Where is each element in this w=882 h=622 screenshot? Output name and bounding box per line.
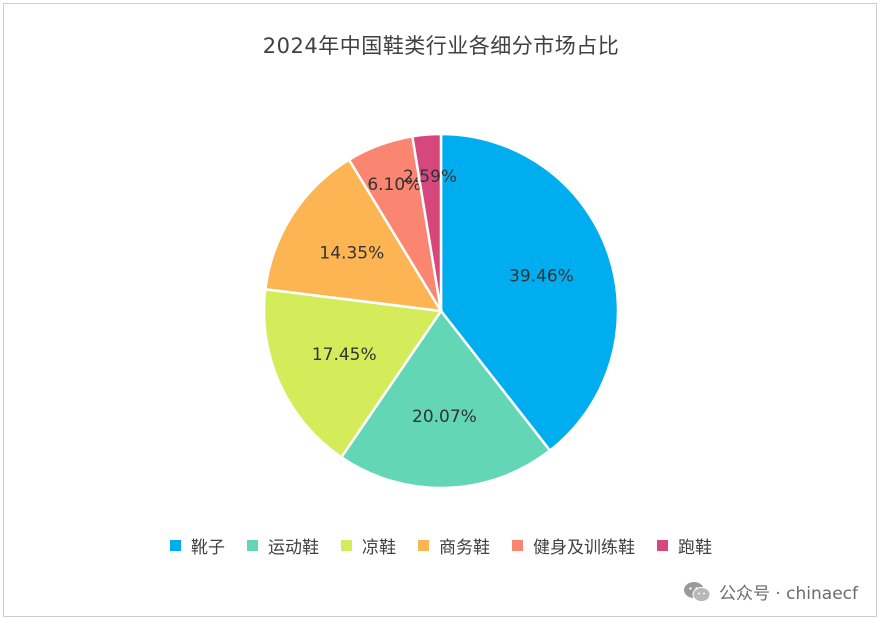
- legend-swatch-3: [341, 540, 352, 551]
- watermark-text: 公众号 · chinaecf: [718, 584, 858, 604]
- legend-swatch-1: [170, 540, 181, 551]
- pie-slice-2: [339, 308, 552, 490]
- legend-item-5: 健身及训练鞋: [512, 533, 635, 558]
- legend-label-4: 商务鞋: [439, 538, 490, 558]
- legend-item-6: 跑鞋: [657, 533, 712, 558]
- legend-swatch-2: [247, 540, 258, 551]
- chart-title: 2024年中国鞋类行业各细分市场占比: [262, 34, 620, 58]
- slice-label-2: 20.07%: [412, 407, 477, 427]
- legend-item-1: 靴子: [170, 533, 225, 558]
- wechat-icon: [683, 581, 711, 603]
- slice-label-3: 17.45%: [312, 345, 377, 365]
- legend-swatch-5: [512, 540, 523, 551]
- legend-label-3: 凉鞋: [362, 538, 396, 558]
- legend-item-3: 凉鞋: [341, 533, 396, 558]
- pie-slice-1: [439, 132, 620, 453]
- legend-label-5: 健身及训练鞋: [533, 538, 635, 558]
- legend-label-6: 跑鞋: [678, 538, 712, 558]
- legend-item-4: 商务鞋: [418, 533, 490, 558]
- pie-slice-4: [263, 158, 444, 313]
- slice-label-5: 6.10%: [367, 175, 421, 195]
- legend-label-1: 靴子: [191, 538, 225, 558]
- legend-item-2: 运动鞋: [247, 533, 319, 558]
- pie-slice-6: [410, 132, 443, 312]
- legend-label-2: 运动鞋: [268, 538, 319, 558]
- slice-label-4: 14.35%: [319, 243, 384, 263]
- legend-swatch-4: [418, 540, 429, 551]
- pie-slice-3: [262, 287, 444, 460]
- watermark: 公众号 · chinaecf: [683, 579, 858, 604]
- legend-swatch-6: [657, 540, 668, 551]
- slice-label-1: 39.46%: [509, 266, 574, 286]
- slice-label-6: 2.59%: [403, 167, 457, 187]
- legend: 靴子 运动鞋 凉鞋 商务鞋 健身及训练鞋 跑鞋: [0, 533, 882, 558]
